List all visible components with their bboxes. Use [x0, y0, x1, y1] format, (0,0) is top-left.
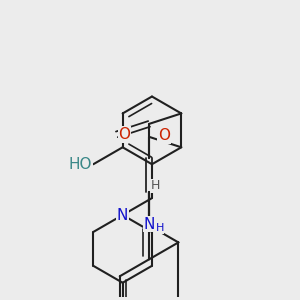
Text: N: N [143, 217, 155, 232]
Text: N: N [117, 208, 128, 223]
Text: HO: HO [68, 157, 92, 172]
Text: O: O [158, 128, 170, 143]
Text: O: O [118, 127, 130, 142]
Text: H: H [156, 224, 164, 233]
Text: H: H [151, 179, 160, 192]
